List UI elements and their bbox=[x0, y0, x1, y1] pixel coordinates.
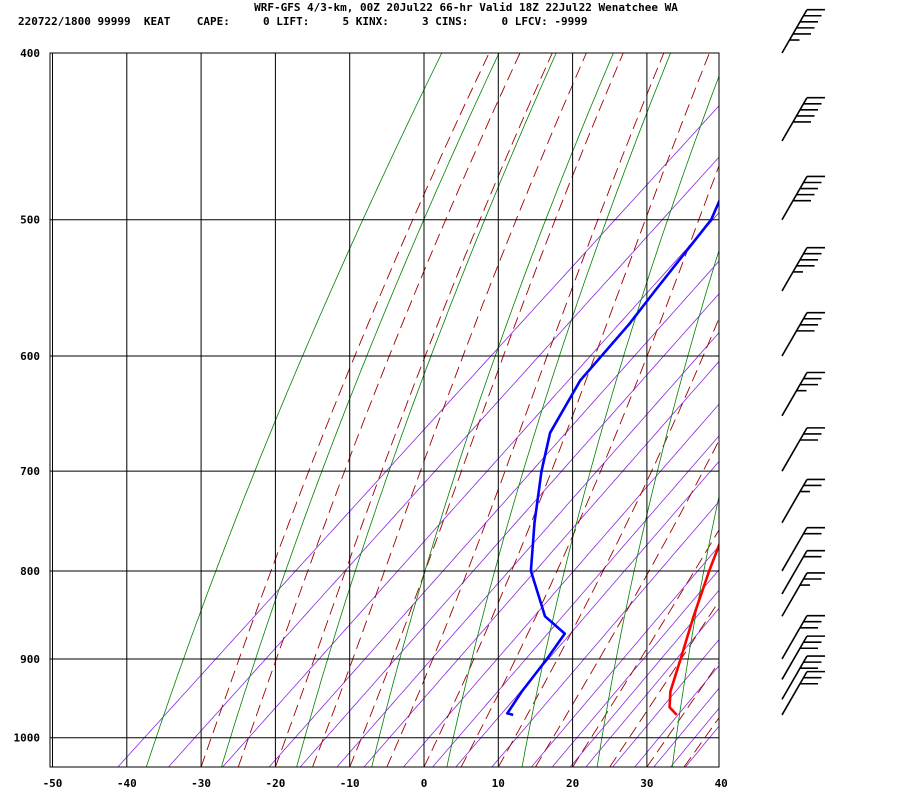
dry-adiabat-10 bbox=[521, 75, 719, 767]
mixing-ratio-line-16 bbox=[634, 665, 719, 767]
wind-barb bbox=[781, 311, 825, 357]
grid-lines bbox=[50, 53, 719, 767]
wind-barb bbox=[781, 8, 825, 54]
y-tick-label: 700 bbox=[20, 465, 40, 478]
dry-adiabat-40 bbox=[747, 53, 899, 767]
y-tick-labels: 400 500 600 700 800 900 1000 bbox=[14, 47, 41, 745]
moist-adiabat--5 bbox=[386, 53, 665, 767]
dry-adiabat--20 bbox=[296, 53, 557, 767]
wind-barb bbox=[781, 96, 825, 142]
mixing-ratio-line-1 bbox=[168, 156, 719, 767]
mixing-ratio-line-7 bbox=[403, 403, 719, 767]
y-tick-label: 1000 bbox=[14, 732, 41, 745]
dry-adiabat-20 bbox=[596, 249, 719, 767]
wind-barb bbox=[781, 549, 825, 595]
mixing-ratio-line-5 bbox=[336, 332, 719, 767]
mixing-ratio-line-8 bbox=[432, 435, 719, 767]
wind-barb bbox=[781, 246, 825, 292]
x-tick-labels: -50 -40 -30 -20 -10 0 10 20 30 40 bbox=[43, 777, 728, 790]
mixing-ratio-line-0 bbox=[117, 105, 719, 767]
series-line-1 bbox=[506, 198, 719, 717]
mixing-ratio-line-2 bbox=[222, 212, 719, 767]
y-tick-label: 900 bbox=[20, 653, 40, 666]
moist-adiabat-0 bbox=[423, 53, 710, 767]
wind-barb bbox=[781, 371, 825, 417]
moist-adiabat-10 bbox=[497, 317, 719, 767]
x-tick-label: 10 bbox=[492, 777, 505, 790]
mixing-ratio-line-11 bbox=[531, 545, 719, 767]
mixing-ratio-line-14 bbox=[585, 607, 719, 767]
moist-adiabat--20 bbox=[274, 53, 553, 767]
mixing-ratio-lines bbox=[117, 105, 719, 767]
series-line-0 bbox=[668, 541, 719, 716]
y-tick-label: 800 bbox=[20, 565, 40, 578]
moist-adiabat-30 bbox=[646, 661, 719, 767]
x-tick-label: -10 bbox=[340, 777, 360, 790]
dry-adiabat-30 bbox=[671, 494, 719, 767]
dry-adiabat--30 bbox=[221, 53, 500, 767]
sounding-indices: 220722/1800 99999 KEAT CAPE: 0 LIFT: 5 K… bbox=[18, 15, 588, 28]
x-tick-label: -20 bbox=[265, 777, 285, 790]
wind-barb bbox=[781, 526, 825, 572]
wind-barb bbox=[781, 427, 825, 472]
y-tick-label: 600 bbox=[20, 350, 40, 363]
x-tick-label: 0 bbox=[421, 777, 428, 790]
sounding-series bbox=[506, 198, 719, 717]
wind-barb bbox=[781, 655, 825, 700]
mixing-ratio-line-13 bbox=[569, 589, 719, 767]
wind-barb bbox=[781, 635, 825, 680]
x-tick-label: 20 bbox=[566, 777, 579, 790]
plot-frame bbox=[49, 52, 720, 768]
wind-barb bbox=[781, 614, 825, 660]
wind-barb bbox=[781, 478, 825, 524]
x-tick-label: 30 bbox=[640, 777, 653, 790]
y-tick-label: 400 bbox=[20, 47, 40, 60]
x-tick-label: -30 bbox=[191, 777, 211, 790]
mixing-ratio-line-6 bbox=[363, 360, 719, 767]
moist-adiabat-25 bbox=[609, 600, 719, 767]
plot-area bbox=[50, 53, 900, 767]
dry-adiabats bbox=[145, 53, 900, 767]
wind-barbs bbox=[781, 8, 825, 716]
moist-adiabat-5 bbox=[460, 164, 719, 767]
wind-barb bbox=[781, 572, 825, 617]
y-tick-label: 500 bbox=[20, 214, 40, 227]
mixing-ratio-line-17 bbox=[653, 687, 719, 767]
moist-adiabat-40 bbox=[721, 53, 900, 767]
mixing-ratio-line-3 bbox=[268, 260, 719, 767]
mixing-ratio-line-15 bbox=[612, 638, 719, 767]
moist-adiabat--10 bbox=[349, 53, 624, 767]
moist-adiabat--30 bbox=[200, 53, 490, 767]
wind-barb bbox=[781, 175, 825, 221]
dry-adiabat-0 bbox=[446, 53, 671, 767]
mixing-ratio-line-12 bbox=[551, 569, 719, 767]
moist-adiabat-15 bbox=[535, 439, 719, 767]
x-tick-label: -50 bbox=[43, 777, 63, 790]
moist-adiabat--25 bbox=[237, 53, 521, 767]
dry-adiabat--40 bbox=[145, 53, 443, 767]
mixing-ratio-line-10 bbox=[491, 500, 719, 767]
x-tick-label: -40 bbox=[117, 777, 137, 790]
wind-barb bbox=[781, 670, 825, 716]
dry-adiabat--10 bbox=[371, 53, 614, 767]
moist-adiabat-20 bbox=[572, 529, 719, 767]
dry-adiabat-50 bbox=[823, 53, 900, 767]
mixing-ratio-line-9 bbox=[455, 460, 719, 767]
moist-adiabats bbox=[200, 53, 900, 767]
chart-title: WRF-GFS 4/3-km, 00Z 20Jul22 66-hr Valid … bbox=[254, 1, 678, 14]
moist-adiabat--15 bbox=[312, 53, 587, 767]
x-tick-label: 40 bbox=[715, 777, 728, 790]
